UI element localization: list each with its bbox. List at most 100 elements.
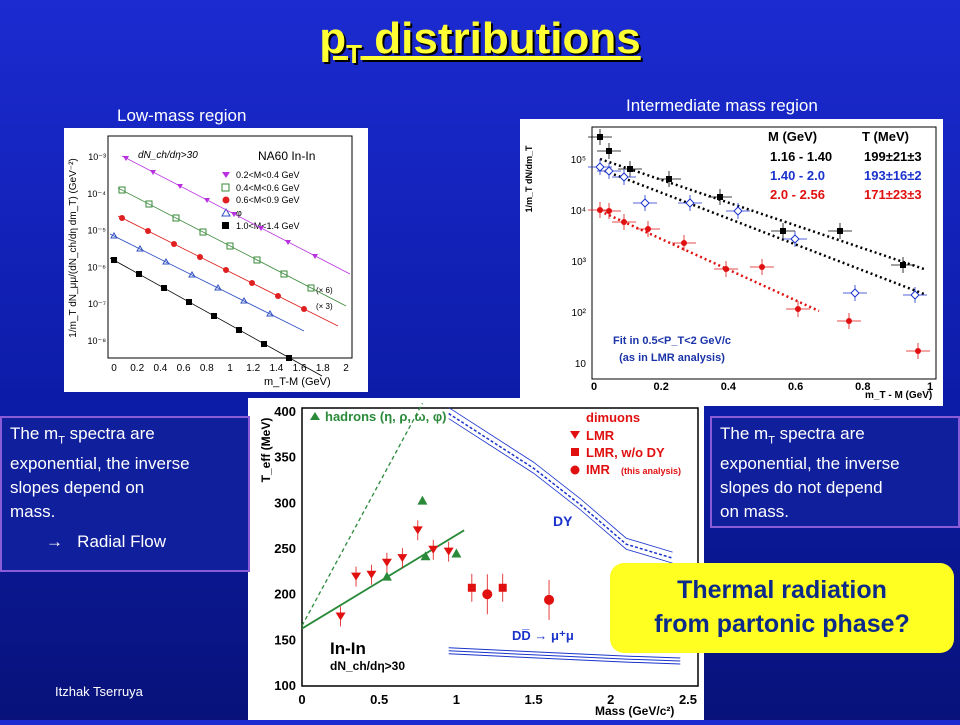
teff-data-series <box>301 403 681 665</box>
lmr-legend-1: 0.4<M<0.6 GeV <box>236 183 300 193</box>
teff-dimuons-label: dimuons <box>586 410 640 425</box>
lmr-xticks-5: 1 <box>227 363 233 374</box>
imr-point-2-3 <box>645 226 651 232</box>
lmr-conclusion-line1: The mT spectra are <box>10 424 155 447</box>
imr-point-0-6 <box>837 228 843 234</box>
lmr-xticks-4: 0.8 <box>200 363 214 374</box>
teff-hadron-point-1 <box>417 495 428 505</box>
imr-point-2-5 <box>723 266 729 272</box>
lmr-point-3-3 <box>188 271 196 278</box>
radial-flow-label: Radial Flow <box>77 532 166 552</box>
teff-hadron-marker-icon <box>310 412 320 420</box>
lmr-point-4-6 <box>261 341 267 347</box>
teff-xticks-3: 1.5 <box>525 692 543 707</box>
teff-yticks-1: 350 <box>274 450 296 465</box>
lmr-point-2-0 <box>119 215 125 221</box>
teff-plot: hadrons (η, ρ, ω, φ) dimuons LMR LMR, w/… <box>248 398 704 720</box>
imr-point-0-7 <box>900 262 906 268</box>
imr-point-1-3 <box>640 198 650 208</box>
imr-row-2-m: 2.0 - 2.56 <box>770 187 825 202</box>
imr-data-series <box>588 129 930 359</box>
imr-row-2-t: 171±23±3 <box>864 187 922 202</box>
teff-x-axis-label: Mass (GeV/c²) <box>595 704 674 718</box>
imr-fit-red <box>599 209 820 313</box>
teff-yticks-5: 150 <box>274 632 296 647</box>
imr-plot: M (GeV) T (MeV) 1.16 - 1.40 199±21±3 1.4… <box>520 119 943 406</box>
thermal-radiation-callout: Thermal radiation from partonic phase? <box>610 563 954 653</box>
lmr-yticks-0: 10⁻³ <box>88 152 106 162</box>
teff-inin-label: In-In <box>330 639 366 658</box>
teff-lmr-point-7 <box>443 547 454 556</box>
teff-ddbar-label: DD̅ → μ⁺μ <box>512 628 574 643</box>
teff-hadron-point-2 <box>420 551 431 561</box>
lmr-legend-marker-0 <box>222 172 230 178</box>
lmr-point-3-1 <box>136 245 144 252</box>
lmr-point-0-4 <box>231 212 237 217</box>
lmr-point-3-6 <box>266 310 274 317</box>
imr-xticks-2: 0.4 <box>721 381 737 393</box>
teff-dn-label: dN_ch/dη>30 <box>330 659 405 673</box>
lmr-point-0-6 <box>285 240 291 245</box>
imr-conclusion-line2: exponential, the inverse <box>720 454 900 474</box>
imr-header-m: M (GeV) <box>768 129 817 144</box>
lmr-point-2-5 <box>249 280 255 286</box>
teff-imr-marker-icon <box>570 465 580 475</box>
lmr-legend-3: φ <box>236 208 242 218</box>
lmr-point-1-0 <box>118 186 126 194</box>
teff-imr-label: IMR <box>586 462 610 477</box>
imr-header-t: T (MeV) <box>862 129 909 144</box>
imr-point-0-2 <box>627 166 633 172</box>
lmr-point-0-0 <box>123 156 129 161</box>
imr-point-2-0 <box>597 207 603 213</box>
teff-imr-point-0 <box>482 589 493 600</box>
lmr-exp-label: NA60 In-In <box>258 149 315 163</box>
lmr-point-1-4 <box>226 242 234 250</box>
lmr-point-1-1 <box>145 200 153 208</box>
lmr-legend-4: 1.0<M<1.4 GeV <box>236 221 300 231</box>
lmr-point-0-3 <box>204 198 210 203</box>
teff-lmr-dy-marker-icon <box>571 448 579 456</box>
teff-lmr-point-1 <box>351 572 362 581</box>
lmr-xticks-6: 1.2 <box>246 363 260 374</box>
imr-yticks-2: 10³ <box>572 257 587 268</box>
imr-point-0-0 <box>597 134 603 140</box>
teff-xticks-0: 0 <box>298 692 305 707</box>
lmr-point-0-5 <box>258 226 264 231</box>
imr-point-2-9 <box>915 348 921 354</box>
lmr-point-4-3 <box>186 299 192 305</box>
imr-row-1-t: 193±16±2 <box>864 168 922 183</box>
lmr-point-2-4 <box>223 267 229 273</box>
teff-lmr-point-5 <box>412 526 423 535</box>
teff-lmr-point-4 <box>397 554 408 563</box>
teff-lmr-point-6 <box>428 545 439 554</box>
teff-imr-point-1 <box>544 594 555 605</box>
imr-xticks-5: 1 <box>927 381 933 393</box>
imr-fit-note-2: (as in LMR analysis) <box>619 352 725 364</box>
teff-yticks-3: 250 <box>274 541 296 556</box>
lmr-xticks-8: 1.6 <box>293 363 307 374</box>
imr-point-1-4 <box>685 198 695 208</box>
lmr-conclusion-line2: exponential, the inverse <box>10 454 190 474</box>
lmr-point-4-1 <box>136 271 142 277</box>
lmr-point-4-0 <box>111 257 117 263</box>
callout-line2: from partonic phase? <box>654 610 910 638</box>
lmr-dn-label: dN_ch/dη>30 <box>138 150 198 161</box>
lmr-legend-2: 0.6<M<0.9 GeV <box>236 195 300 205</box>
lmr-point-2-3 <box>197 254 203 260</box>
imr-point-1-7 <box>850 288 860 298</box>
lmr-xticks-2: 0.4 <box>153 363 167 374</box>
imr-x-axis-label: m_T - M (GeV) <box>865 390 932 401</box>
lmr-point-1-6 <box>280 270 288 278</box>
lmr-point-1-5 <box>253 256 261 264</box>
lmr-yticks-3: 10⁻⁶ <box>88 262 107 272</box>
imr-point-0-4 <box>717 194 723 200</box>
imr-point-2-8 <box>846 318 852 324</box>
lmr-point-2-2 <box>171 241 177 247</box>
lmr-y-axis-label: 1/m_T dN_μμ/(dN_ch/dη dm_T) (GeV⁻²) <box>68 158 79 337</box>
imr-point-0-5 <box>780 228 786 234</box>
imr-conclusion-line3: slopes do not depend <box>720 478 883 498</box>
teff-yticks-4: 200 <box>274 587 296 602</box>
author-footer: Itzhak Tserruya <box>55 684 143 699</box>
lmr-fit-line-0 <box>121 155 351 275</box>
imr-yticks-1: 10⁴ <box>571 206 586 217</box>
